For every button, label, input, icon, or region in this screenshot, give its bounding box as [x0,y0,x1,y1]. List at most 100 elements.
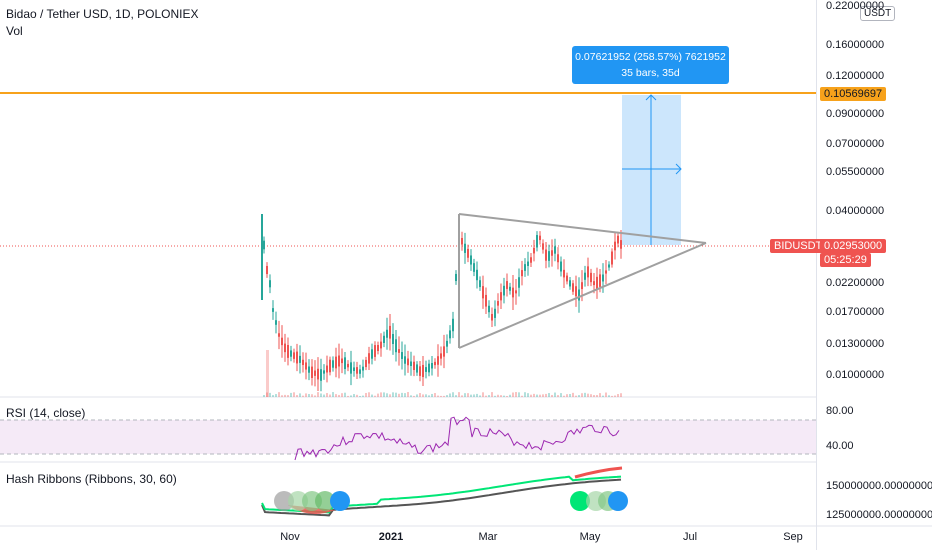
time-label-sep: Sep [783,531,803,543]
volume-bar [422,394,424,397]
candle-body [425,367,427,372]
time-label-jul: Jul [682,531,698,543]
candle-body [401,352,403,359]
candle-body [284,343,286,353]
candle-body [611,251,613,265]
candle-body [584,272,586,280]
price-label: 0.12000000 [826,70,885,82]
price-label: 0.01300000 [826,338,885,350]
rsi-level-label: 80.00 [826,405,854,417]
volume-bar [374,395,376,397]
candle-body [335,356,337,369]
candle-body [533,247,535,254]
candle-body [527,261,529,266]
candle-body [443,346,445,357]
volume-bar [539,394,541,397]
time-label-2021: 2021 [378,531,404,543]
triangle-upper-line[interactable] [458,213,707,244]
volume-bar [455,395,457,397]
volume-bars [263,350,622,397]
candle-body [461,237,463,245]
candle-body [278,333,280,337]
candlesticks[interactable] [261,214,622,392]
candle-body [560,261,562,272]
candle-body [593,281,595,286]
volume-bar [557,395,559,397]
price-label: 0.05500000 [826,166,885,178]
volume-bar [521,395,523,397]
volume-bar [281,395,283,397]
rsi-legend[interactable]: RSI (14, close) [6,406,86,420]
candle-body [530,257,532,263]
candle-body [308,366,310,373]
time-label-may: May [579,531,601,543]
hash-signal-circle [570,491,590,511]
candle-body [509,286,511,291]
price-scale[interactable] [816,0,932,550]
volume-bar [275,394,277,397]
candle-body [476,269,478,281]
candle-body [434,361,436,366]
triangle-lower-line[interactable] [458,242,707,349]
volume-bar [320,393,322,397]
candle-body [539,235,541,241]
volume-bar [509,394,511,397]
candle-body [365,359,367,368]
candle-body [428,363,430,373]
rsi-line [294,416,620,461]
candle-body [371,349,373,359]
candle-body [515,290,517,294]
price-label: 0.07000000 [826,138,885,150]
volume-bar [287,395,289,397]
candle-body [599,274,601,287]
candle-body [344,357,346,370]
currency-button[interactable]: USDT [860,6,896,21]
volume-bar [587,393,589,397]
price-label: 0.01000000 [826,369,885,381]
candle-body [389,325,391,339]
symbol-title[interactable]: Bidao / Tether USD, 1D, POLONIEX [6,7,199,21]
candle-body [617,235,619,244]
candle-body [575,286,577,297]
hash-ribbon-recent-red [574,466,623,479]
candle-body [395,339,397,353]
volume-bar [545,393,547,397]
candle-body [431,362,433,369]
current-price-badge: 0.02953000 [820,239,887,253]
candle-body [422,364,424,378]
time-label-mar: Mar [478,531,498,543]
volume-bar [575,395,577,397]
volume-bar [491,392,493,397]
volume-bar [581,393,583,397]
volume-bar [512,392,514,397]
volume-bar [548,393,550,397]
volume-bar [389,394,391,397]
candle-body [293,352,295,359]
hash-level-label: 150000000.00000000 [826,480,932,492]
measure-arrow-head-right [675,163,682,175]
candle-body [383,335,385,343]
candle-body [413,361,415,371]
volume-bar [266,392,268,397]
candle-body [620,240,622,249]
candle-body [359,369,361,374]
volume-legend[interactable]: Vol [6,24,23,38]
candle-body [311,366,313,378]
volume-bar [413,395,415,397]
measure-arrow-head-up [645,94,657,101]
volume-bar [560,393,562,397]
candle-body [269,280,271,288]
candle-body [347,363,349,368]
volume-bar [407,392,409,397]
volume-bar [326,393,328,397]
volume-bar [341,393,343,397]
volume-bar [425,394,427,397]
volume-bar [323,394,325,397]
candle-body [524,264,526,271]
volume-bar [416,394,418,397]
volume-bar [500,395,502,397]
hash-ribbons-legend[interactable]: Hash Ribbons (Ribbons, 30, 60) [6,472,177,486]
volume-bar [458,392,460,397]
